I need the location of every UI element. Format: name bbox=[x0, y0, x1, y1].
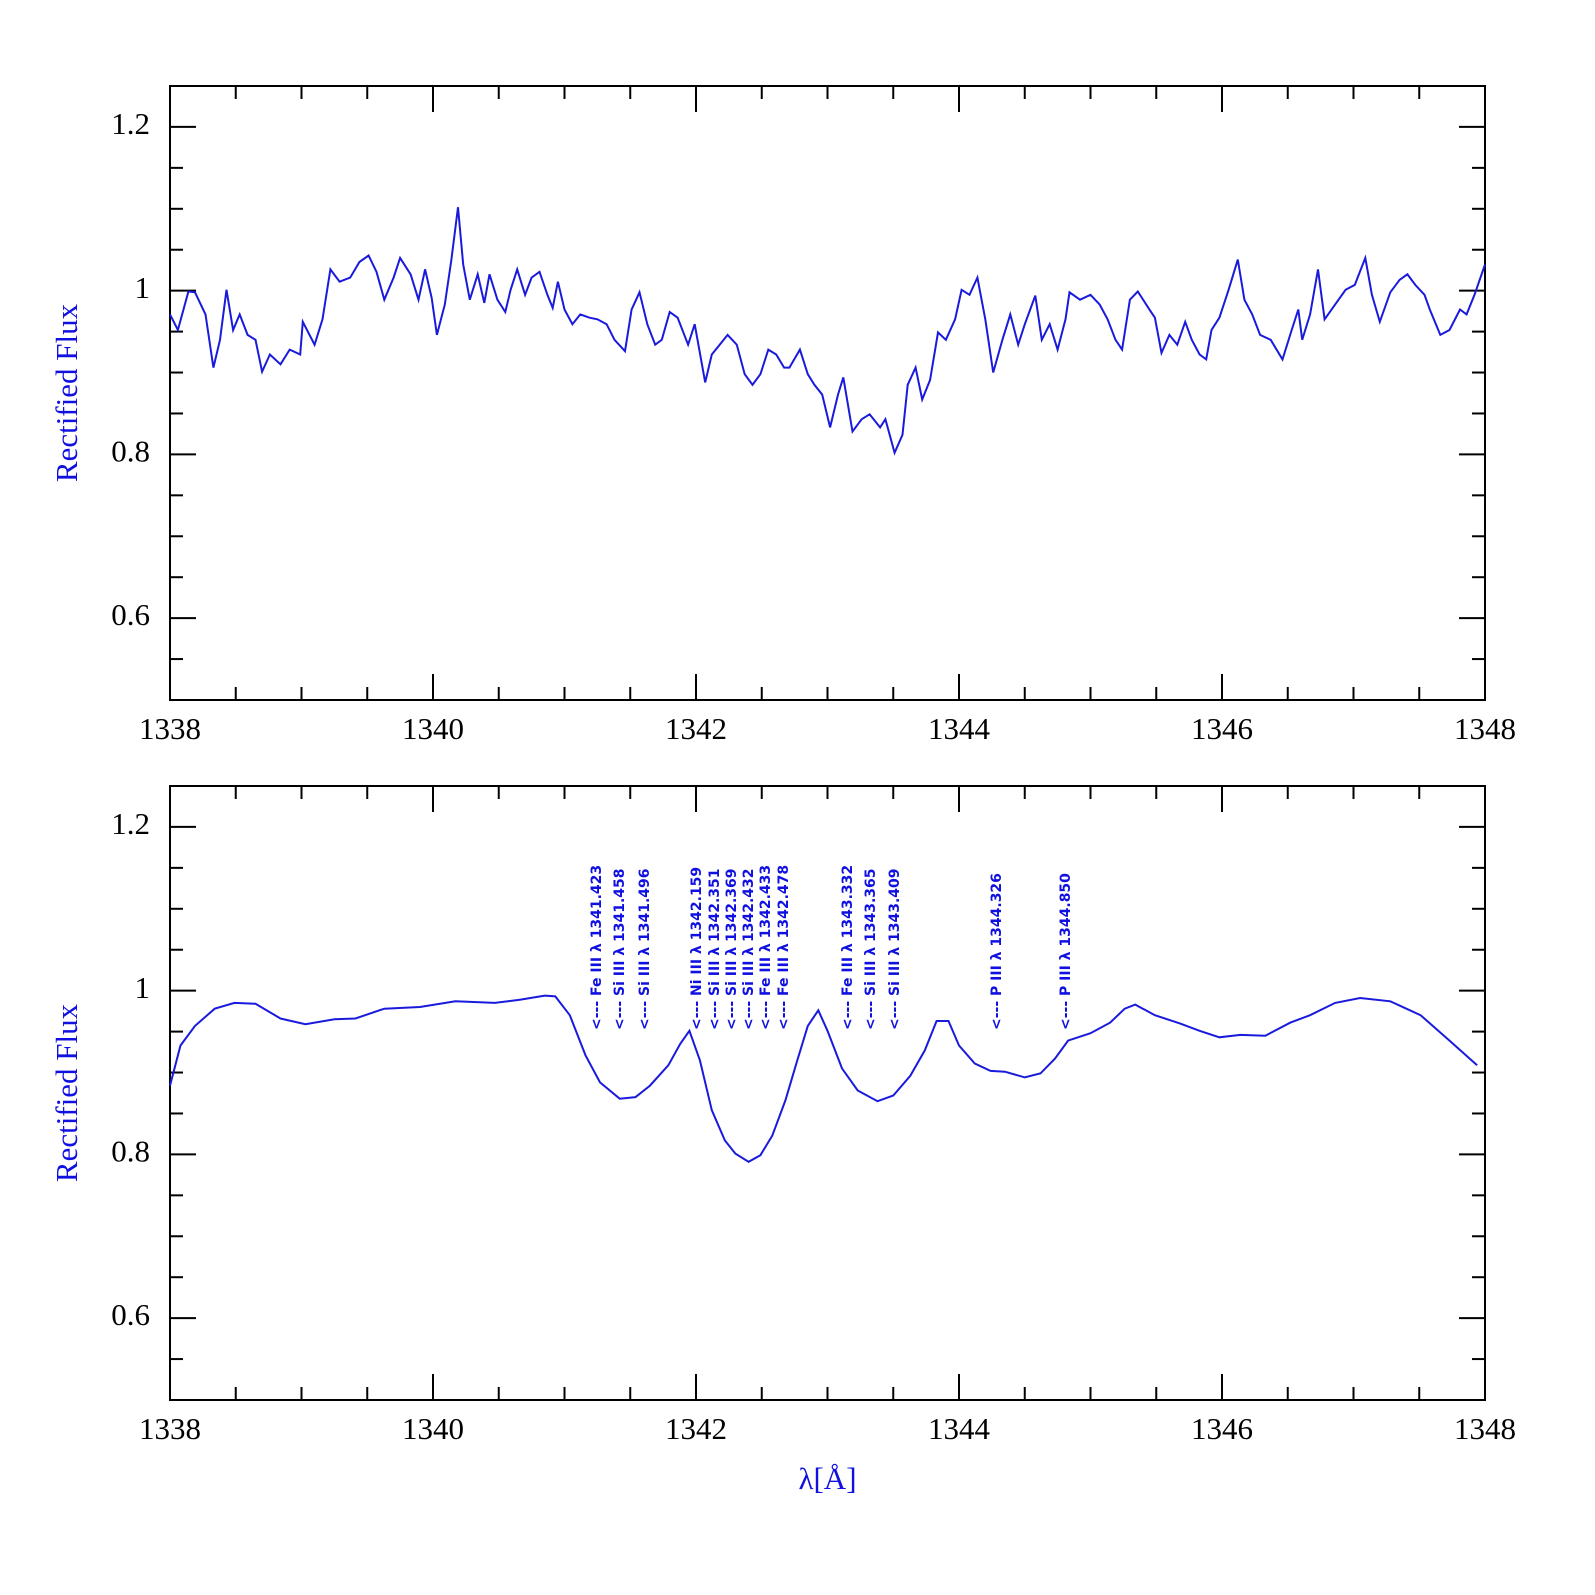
line-annotation: <--- Fe III λ 1343.332 bbox=[840, 865, 856, 1030]
x-tick-label: 1342 bbox=[665, 711, 727, 746]
y-tick-label: 1.2 bbox=[111, 806, 150, 841]
y-axis-label: Rectified Flux bbox=[49, 1003, 84, 1182]
line-annotation: <--- Si III λ 1343.409 bbox=[887, 868, 903, 1030]
plot-frame bbox=[169, 85, 1486, 701]
x-tick-label: 1338 bbox=[139, 1411, 201, 1446]
x-axis-label: λ[Å] bbox=[798, 1461, 856, 1496]
x-tick-label: 1344 bbox=[928, 1411, 991, 1446]
line-annotation: <--- Fe III λ 1342.433 bbox=[758, 865, 774, 1030]
line-annotation: <--- Si III λ 1342.369 bbox=[724, 868, 740, 1030]
x-tick-label: 1346 bbox=[1191, 711, 1253, 746]
x-tick-label: 1340 bbox=[402, 711, 464, 746]
x-tick-label: 1344 bbox=[928, 711, 991, 746]
line-annotation: <--- Fe III λ 1341.423 bbox=[589, 865, 605, 1030]
y-tick-label: 0.8 bbox=[111, 1134, 150, 1169]
x-tick-label: 1348 bbox=[1454, 711, 1516, 746]
x-tick-label: 1346 bbox=[1191, 1411, 1253, 1446]
x-tick-label: 1338 bbox=[139, 711, 201, 746]
line-annotation: <--- Ni III λ 1342.159 bbox=[689, 867, 705, 1030]
line-annotation: <--- Si III λ 1341.496 bbox=[637, 868, 653, 1030]
x-tick-label: 1348 bbox=[1454, 1411, 1516, 1446]
plot-frame bbox=[169, 785, 1486, 1401]
y-tick-label: 1.2 bbox=[111, 106, 150, 141]
y-tick-label: 0.8 bbox=[111, 434, 150, 469]
line-annotation: <--- Fe III λ 1342.478 bbox=[776, 865, 792, 1030]
line-annotation: <--- Si III λ 1341.458 bbox=[612, 868, 628, 1030]
line-annotation: <--- Si III λ 1342.432 bbox=[741, 868, 757, 1030]
line-annotation: <--- P III λ 1344.326 bbox=[989, 873, 1005, 1030]
line-annotation: <--- Si III λ 1342.351 bbox=[707, 868, 723, 1030]
spectrum-line bbox=[169, 207, 1486, 456]
spectrum-line bbox=[169, 994, 1478, 1163]
x-tick-label: 1342 bbox=[665, 1411, 727, 1446]
y-tick-label: 1 bbox=[135, 270, 151, 305]
y-tick-label: 1 bbox=[135, 970, 151, 1005]
y-tick-label: 0.6 bbox=[111, 1297, 150, 1332]
y-tick-label: 0.6 bbox=[111, 597, 150, 632]
line-annotation: <--- Si III λ 1343.365 bbox=[863, 868, 879, 1030]
y-axis-label: Rectified Flux bbox=[49, 303, 84, 482]
x-tick-label: 1340 bbox=[402, 1411, 464, 1446]
line-annotation: <--- P III λ 1344.850 bbox=[1058, 873, 1074, 1030]
